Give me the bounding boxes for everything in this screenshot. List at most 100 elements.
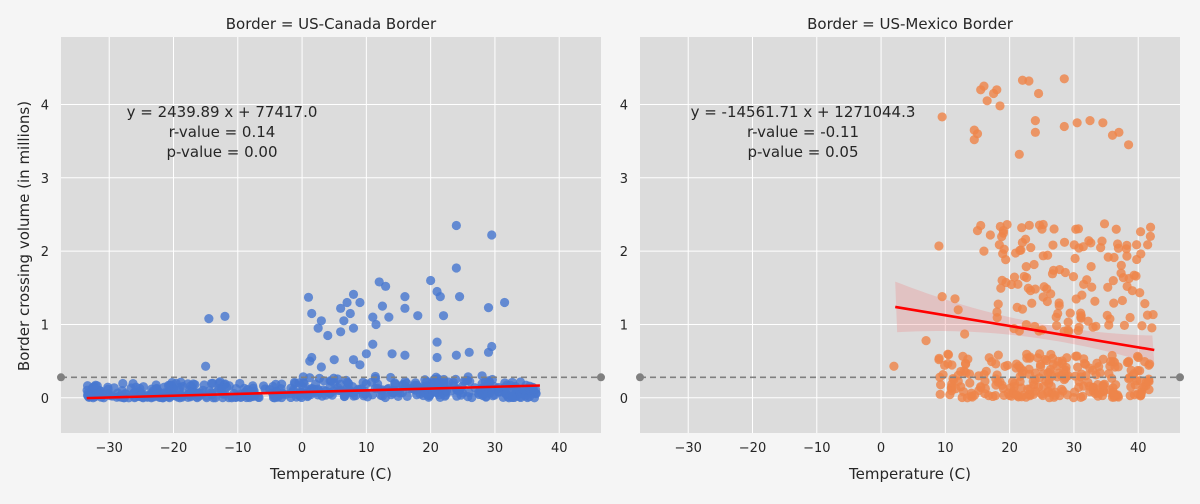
reference-line-marker bbox=[1176, 373, 1184, 382]
data-point bbox=[355, 360, 365, 370]
data-point bbox=[1049, 224, 1059, 234]
data-point bbox=[1122, 281, 1132, 291]
data-point bbox=[1054, 298, 1064, 308]
data-point bbox=[216, 385, 226, 395]
data-point bbox=[1009, 272, 1020, 282]
data-point bbox=[1145, 222, 1156, 232]
x-tick-label: 30 bbox=[1066, 441, 1083, 456]
data-point bbox=[889, 361, 899, 371]
data-point bbox=[452, 391, 462, 401]
data-point bbox=[350, 391, 361, 401]
data-point bbox=[1065, 308, 1075, 318]
data-point bbox=[1071, 351, 1081, 361]
data-point bbox=[1048, 240, 1058, 250]
data-point bbox=[1123, 140, 1134, 150]
x-tick-label: −10 bbox=[803, 441, 830, 456]
data-point bbox=[1025, 352, 1035, 362]
x-tick-label: 0 bbox=[877, 441, 885, 456]
data-point bbox=[1030, 116, 1040, 126]
data-point bbox=[1093, 391, 1103, 401]
data-point bbox=[1006, 279, 1017, 290]
data-point bbox=[934, 355, 944, 365]
data-point bbox=[1042, 284, 1052, 294]
data-point bbox=[1113, 362, 1123, 372]
data-point bbox=[1062, 353, 1072, 363]
data-point bbox=[356, 384, 367, 394]
data-point bbox=[1143, 376, 1154, 386]
data-point bbox=[368, 339, 378, 349]
data-point bbox=[993, 350, 1003, 360]
data-point bbox=[1119, 320, 1130, 330]
data-point bbox=[943, 349, 953, 359]
data-point bbox=[1116, 260, 1126, 270]
data-point bbox=[1070, 371, 1080, 381]
data-point bbox=[1098, 354, 1108, 364]
data-point bbox=[323, 330, 333, 341]
data-point bbox=[483, 303, 494, 313]
data-point bbox=[204, 314, 214, 324]
data-point bbox=[1034, 349, 1045, 359]
data-point bbox=[934, 241, 944, 251]
data-point bbox=[339, 316, 349, 326]
data-point bbox=[432, 352, 442, 363]
data-point bbox=[400, 292, 410, 302]
data-point bbox=[1103, 282, 1113, 292]
data-point bbox=[1038, 219, 1048, 230]
panel-1: −30 −20 −10 0 10 20 30 40 0 1 2 3 4 y = 2439.89 x + 7… bbox=[41, 15, 605, 483]
data-point bbox=[1135, 227, 1146, 237]
x-tick-label: −20 bbox=[739, 441, 766, 456]
data-point bbox=[1025, 384, 1035, 394]
data-point bbox=[183, 379, 193, 389]
data-point bbox=[413, 311, 423, 321]
data-point bbox=[348, 289, 359, 299]
data-point bbox=[1050, 390, 1060, 400]
data-point bbox=[982, 96, 992, 106]
data-point bbox=[1099, 219, 1110, 229]
data-point bbox=[1019, 271, 1029, 282]
data-point bbox=[936, 380, 946, 390]
x-tick-label: −20 bbox=[160, 441, 187, 456]
data-point bbox=[965, 378, 975, 388]
data-point bbox=[1017, 223, 1027, 233]
data-point bbox=[451, 350, 461, 360]
x-tick-label: 10 bbox=[937, 441, 954, 456]
y-tick-label: 0 bbox=[620, 392, 628, 407]
data-point bbox=[319, 376, 329, 386]
data-point bbox=[1076, 308, 1086, 318]
data-point bbox=[1098, 118, 1108, 128]
data-point bbox=[953, 305, 963, 315]
data-point bbox=[103, 384, 113, 394]
data-point bbox=[438, 311, 449, 321]
regression-annotation: r-value = -0.11 bbox=[747, 123, 859, 141]
data-point bbox=[1059, 365, 1069, 375]
data-point bbox=[1084, 236, 1094, 246]
data-point bbox=[1145, 231, 1155, 241]
data-point bbox=[1109, 298, 1119, 308]
data-point bbox=[305, 356, 315, 366]
y-tick-label: 1 bbox=[620, 318, 628, 333]
data-point bbox=[477, 371, 487, 381]
data-point bbox=[935, 389, 945, 399]
data-point bbox=[313, 323, 323, 333]
data-point bbox=[92, 381, 102, 391]
data-point bbox=[82, 381, 93, 391]
data-point bbox=[1059, 237, 1070, 247]
data-point bbox=[1073, 325, 1083, 336]
data-point bbox=[398, 380, 408, 391]
y-tick-label: 0 bbox=[41, 392, 49, 407]
x-tick-label: 0 bbox=[298, 441, 306, 456]
data-point bbox=[451, 220, 461, 231]
data-point bbox=[1063, 317, 1073, 327]
data-point bbox=[1047, 353, 1058, 363]
data-point bbox=[220, 311, 230, 321]
data-point bbox=[1024, 76, 1034, 86]
data-point bbox=[1074, 243, 1084, 253]
data-point bbox=[390, 378, 400, 388]
regression-annotation: y = 2439.89 x + 77417.0 bbox=[127, 103, 318, 121]
data-point bbox=[1122, 357, 1132, 368]
data-point bbox=[1038, 381, 1049, 391]
data-point bbox=[1083, 316, 1093, 326]
data-point bbox=[299, 379, 309, 389]
data-point bbox=[1042, 296, 1052, 307]
